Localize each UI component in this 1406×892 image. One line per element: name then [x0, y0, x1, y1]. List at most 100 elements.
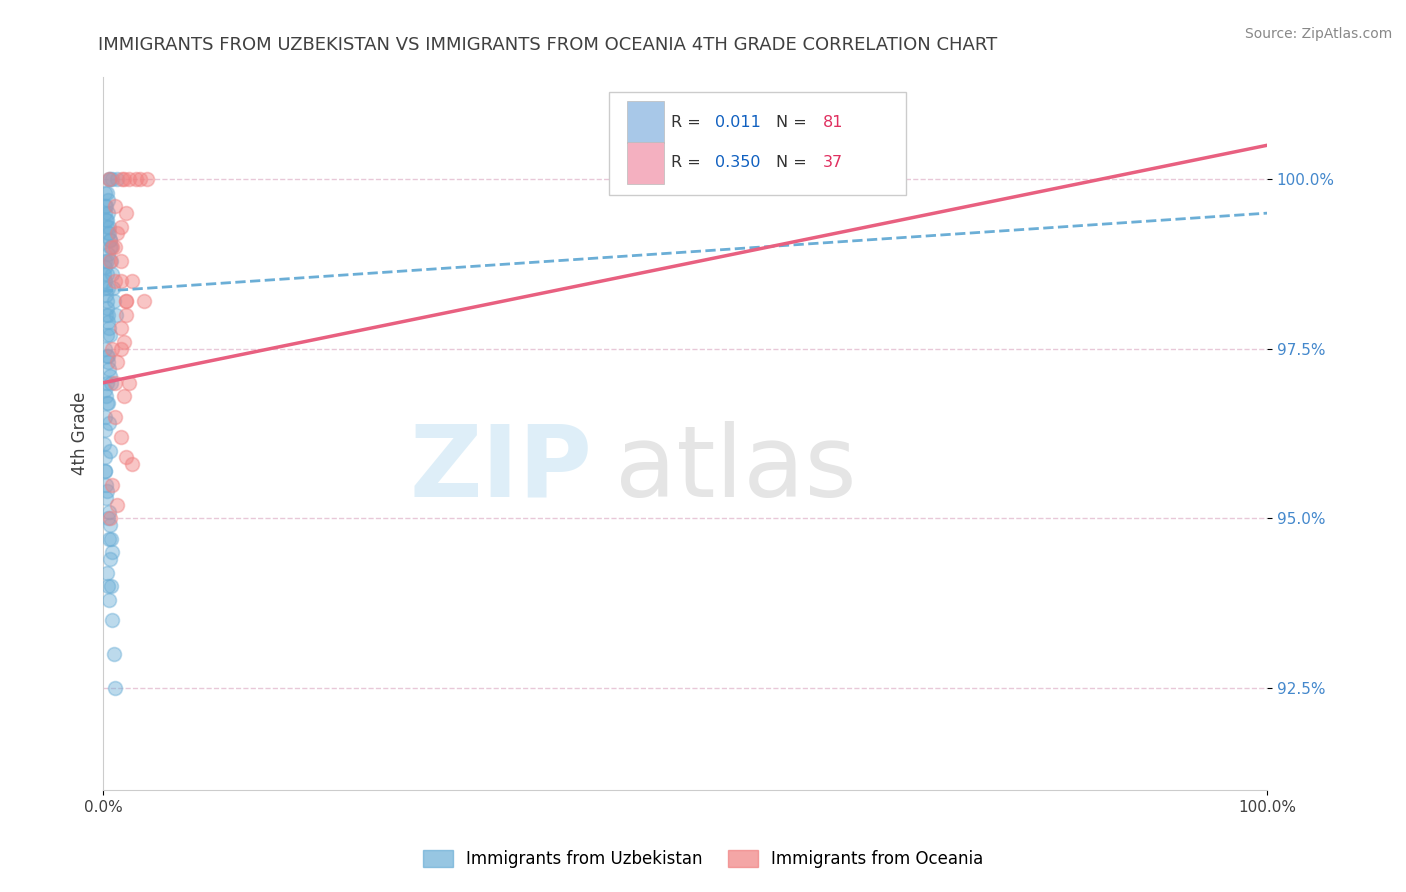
- Point: [98, 172, 121, 186]
- Point: [125, 172, 148, 186]
- Text: R =: R =: [671, 155, 706, 170]
- Point: [100, 532, 122, 546]
- Point: [103, 647, 125, 661]
- Text: 81: 81: [823, 115, 844, 130]
- Text: 0.350: 0.350: [716, 155, 761, 170]
- Point: [97, 505, 120, 519]
- Point: [110, 219, 132, 234]
- Point: [98, 240, 121, 254]
- Point: [105, 498, 128, 512]
- Point: [97, 579, 120, 593]
- Point: [110, 321, 132, 335]
- Point: [98, 233, 121, 247]
- Point: [96, 566, 118, 580]
- Point: [115, 308, 138, 322]
- Point: [96, 213, 118, 227]
- Point: [96, 484, 118, 499]
- Point: [94, 206, 117, 220]
- Point: [104, 240, 127, 254]
- Text: ZIP: ZIP: [409, 421, 592, 517]
- Point: [132, 294, 155, 309]
- Point: [96, 294, 118, 309]
- Point: [96, 349, 118, 363]
- Point: [97, 315, 120, 329]
- Point: [100, 579, 122, 593]
- Point: [110, 253, 132, 268]
- Point: [97, 396, 120, 410]
- Point: [94, 342, 117, 356]
- Point: [100, 240, 122, 254]
- Point: [94, 199, 117, 213]
- Point: [104, 199, 127, 213]
- Point: [112, 172, 135, 186]
- Point: [94, 383, 117, 397]
- Point: [94, 308, 117, 322]
- Point: [110, 274, 132, 288]
- Point: [104, 308, 127, 322]
- Point: [97, 355, 120, 369]
- Point: [96, 186, 118, 200]
- Point: [98, 552, 121, 566]
- Point: [97, 511, 120, 525]
- Point: [129, 172, 152, 186]
- Point: [101, 545, 124, 559]
- Point: [110, 430, 132, 444]
- Point: [97, 227, 120, 241]
- Point: [100, 253, 122, 268]
- Point: [94, 409, 117, 424]
- Point: [94, 287, 117, 301]
- Point: [97, 362, 120, 376]
- Point: [98, 328, 121, 343]
- Point: [96, 253, 118, 268]
- Point: [94, 464, 117, 478]
- Point: [97, 172, 120, 186]
- Point: [97, 281, 120, 295]
- Y-axis label: 4th Grade: 4th Grade: [72, 392, 89, 475]
- Point: [93, 267, 115, 281]
- Point: [94, 199, 117, 213]
- Point: [97, 227, 120, 241]
- Point: [96, 396, 118, 410]
- Point: [118, 376, 141, 390]
- Point: [97, 172, 120, 186]
- Point: [97, 193, 120, 207]
- Text: atlas: atlas: [616, 421, 856, 517]
- Point: [93, 437, 115, 451]
- Point: [97, 592, 120, 607]
- Point: [101, 267, 124, 281]
- Point: [100, 376, 122, 390]
- Point: [96, 328, 118, 343]
- Point: [97, 308, 120, 322]
- Point: [96, 267, 118, 281]
- Point: [111, 172, 134, 186]
- Point: [97, 247, 120, 261]
- Point: [94, 260, 117, 275]
- Point: [94, 464, 117, 478]
- Point: [101, 477, 124, 491]
- Point: [104, 409, 127, 424]
- Point: [115, 206, 138, 220]
- Point: [101, 613, 124, 627]
- Point: [96, 219, 118, 234]
- Legend: Immigrants from Uzbekistan, Immigrants from Oceania: Immigrants from Uzbekistan, Immigrants f…: [416, 843, 990, 875]
- Point: [105, 355, 128, 369]
- Point: [98, 443, 121, 458]
- Text: 37: 37: [823, 155, 842, 170]
- Point: [96, 491, 118, 505]
- Point: [97, 219, 120, 234]
- Point: [94, 281, 117, 295]
- Point: [98, 518, 121, 533]
- Text: IMMIGRANTS FROM UZBEKISTAN VS IMMIGRANTS FROM OCEANIA 4TH GRADE CORRELATION CHAR: IMMIGRANTS FROM UZBEKISTAN VS IMMIGRANTS…: [98, 36, 998, 54]
- Point: [94, 423, 117, 437]
- Point: [94, 274, 117, 288]
- Text: Source: ZipAtlas.com: Source: ZipAtlas.com: [1244, 27, 1392, 41]
- Point: [101, 281, 124, 295]
- Point: [121, 274, 143, 288]
- Point: [97, 532, 120, 546]
- Point: [121, 457, 143, 471]
- Point: [115, 450, 138, 465]
- Point: [101, 342, 124, 356]
- Point: [94, 213, 117, 227]
- Point: [115, 294, 138, 309]
- Text: N =: N =: [776, 115, 811, 130]
